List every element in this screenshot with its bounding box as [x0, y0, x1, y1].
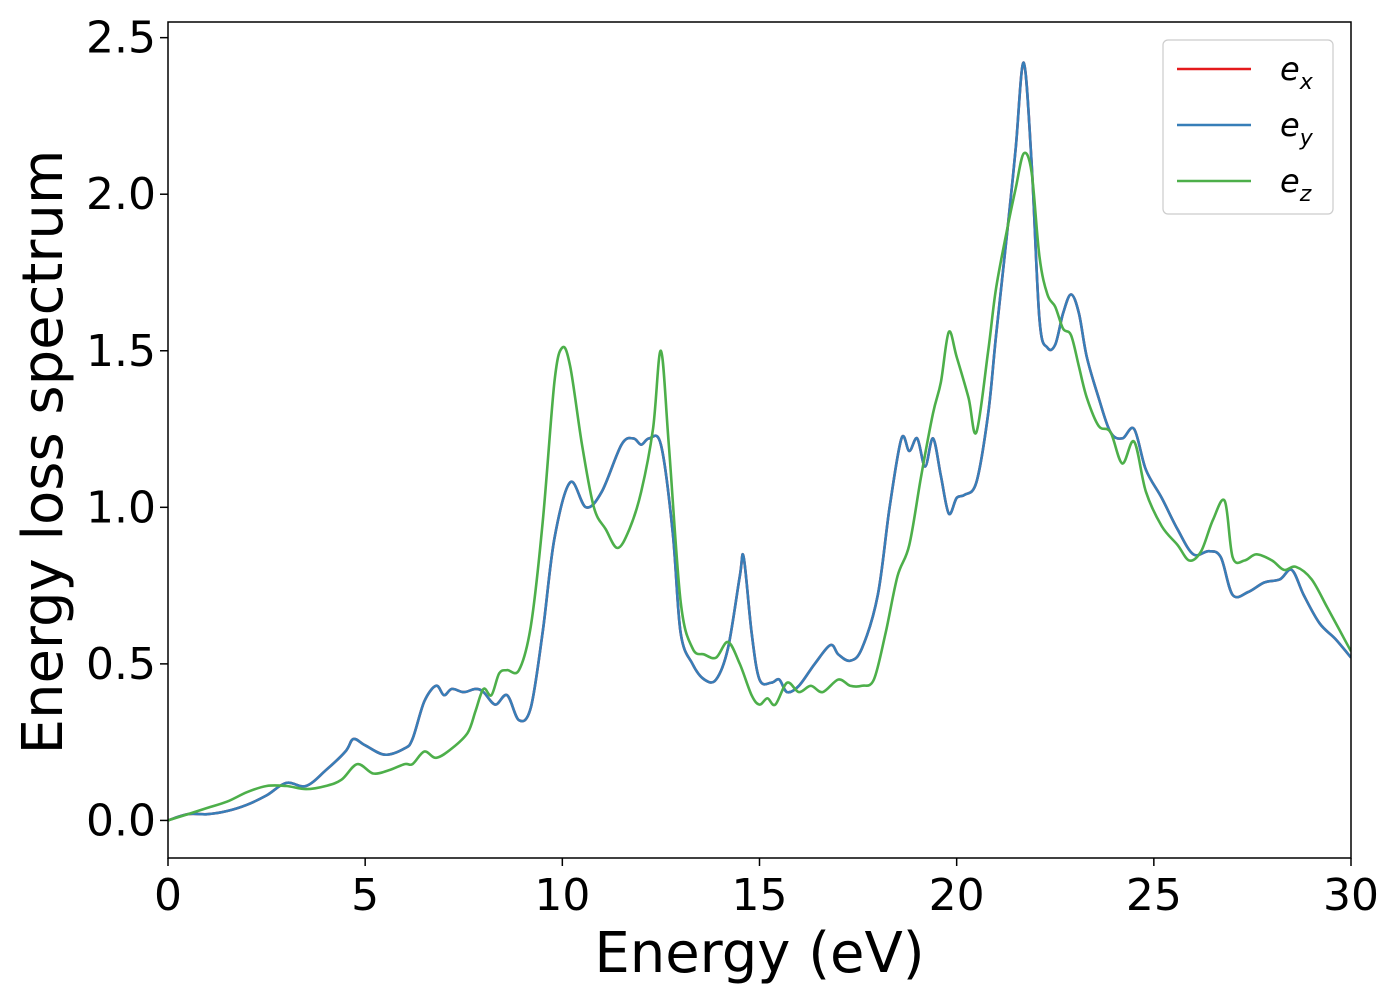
plot-area	[168, 61, 1351, 822]
legend-label-base: e	[1280, 162, 1300, 200]
x-tick-label: 25	[1126, 870, 1182, 921]
y-tick-label: 0.5	[86, 639, 156, 690]
legend-label-subscript: z	[1299, 182, 1312, 207]
x-tick-label: 10	[534, 870, 590, 921]
y-tick-label: 1.0	[86, 482, 156, 533]
tick-layer: 0 5 10 15 20 25 30 0.0 0.5 1.0 1.5 2.0 2.5	[86, 13, 1379, 921]
legend-label-base: e	[1280, 106, 1300, 144]
y-tick-label: 2.5	[86, 13, 156, 64]
axes-frame	[167, 21, 1352, 859]
y-axis-label: Energy loss spectrum	[11, 150, 76, 755]
x-tick-label: 0	[154, 870, 182, 921]
y-tick-label: 0.0	[86, 795, 156, 846]
x-tick-label: 30	[1323, 870, 1379, 921]
y-tick-label: 1.5	[86, 326, 156, 377]
legend-label-base: e	[1280, 50, 1300, 88]
legend-frame	[1162, 39, 1334, 215]
y-tick-label: 2.0	[86, 169, 156, 220]
series-line-z	[168, 151, 1351, 822]
legend-label-z: ez	[1280, 162, 1312, 207]
x-tick-label: 20	[929, 870, 985, 921]
legend-label-y: ey	[1280, 106, 1314, 151]
x-tick-label: 15	[732, 870, 788, 921]
legend-label-subscript: y	[1299, 126, 1314, 151]
x-axis-label: Energy (eV)	[594, 921, 924, 986]
legend-label-x: ex	[1280, 50, 1314, 95]
legend-label-subscript: x	[1299, 70, 1314, 95]
x-tick-label: 5	[351, 870, 379, 921]
